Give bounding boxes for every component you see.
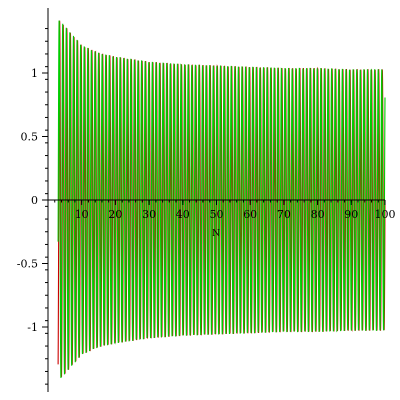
- y-tick-label: -1: [27, 321, 38, 334]
- x-axis-label: N: [212, 229, 220, 239]
- series-layer: [57, 20, 386, 378]
- y-tick-label: 0: [31, 194, 38, 207]
- x-tick-label: 80: [311, 208, 325, 221]
- y-tick-label: 1: [31, 67, 38, 80]
- x-tick-label: 50: [210, 208, 224, 221]
- x-ticks: 10 20 30 40 50 60 70 80 90 100: [75, 200, 396, 221]
- x-tick-label: 10: [75, 208, 89, 221]
- x-tick-label: 40: [176, 208, 190, 221]
- x-tick-label: 20: [108, 208, 122, 221]
- series-line-2: [57, 20, 386, 378]
- x-tick-label: 30: [142, 208, 156, 221]
- y-ticks: 1 0.5 0 -0.5 -1: [17, 67, 48, 334]
- x-tick-label: 70: [277, 208, 291, 221]
- x-tick-label: 60: [243, 208, 257, 221]
- y-tick-label: -0.5: [17, 258, 38, 271]
- y-tick-label: 0.5: [21, 131, 39, 144]
- x-tick-label: 90: [344, 208, 358, 221]
- x-tick-label: 100: [375, 208, 396, 221]
